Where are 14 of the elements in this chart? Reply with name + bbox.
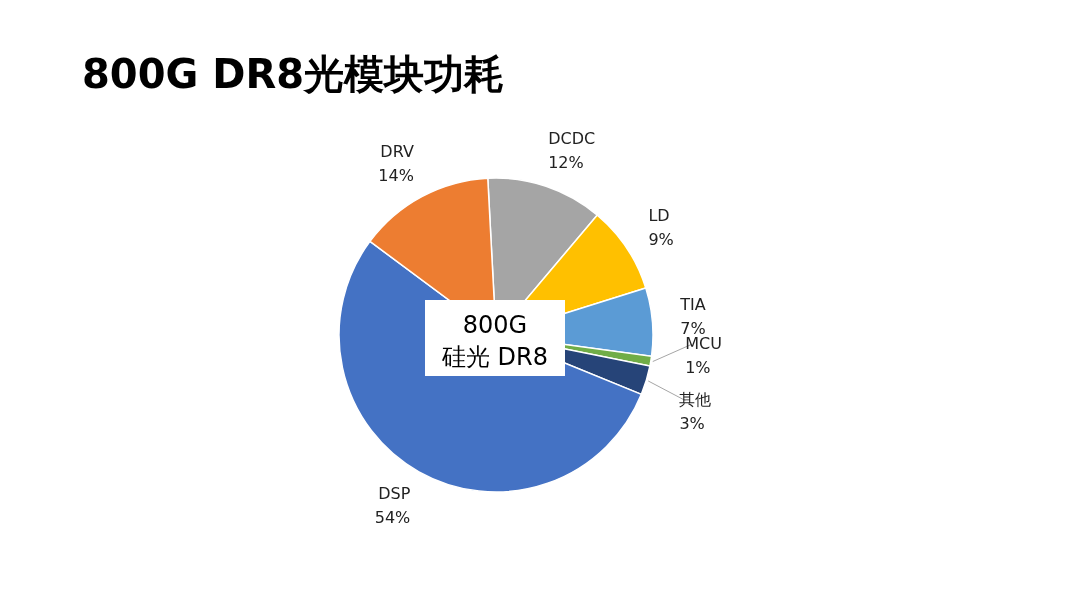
- slice-label: LD: [648, 206, 670, 226]
- slice-label: DCDC: [548, 129, 596, 149]
- slice-label: TIA: [679, 294, 706, 314]
- data-label: 9%: [648, 230, 674, 250]
- data-label: 1%: [685, 357, 711, 377]
- slice-label: DSP: [378, 483, 411, 503]
- data-label: 54%: [374, 507, 411, 527]
- text: 800G 硅光 DR8: [440, 311, 549, 371]
- data-label: 3%: [679, 413, 705, 433]
- slice-label: DRV: [380, 142, 414, 162]
- chart-title: 800G DR8光模块功耗: [82, 51, 505, 97]
- data-label: 12%: [548, 153, 584, 173]
- slice-label: 其他: [679, 389, 712, 409]
- data-label: 14%: [378, 166, 414, 186]
